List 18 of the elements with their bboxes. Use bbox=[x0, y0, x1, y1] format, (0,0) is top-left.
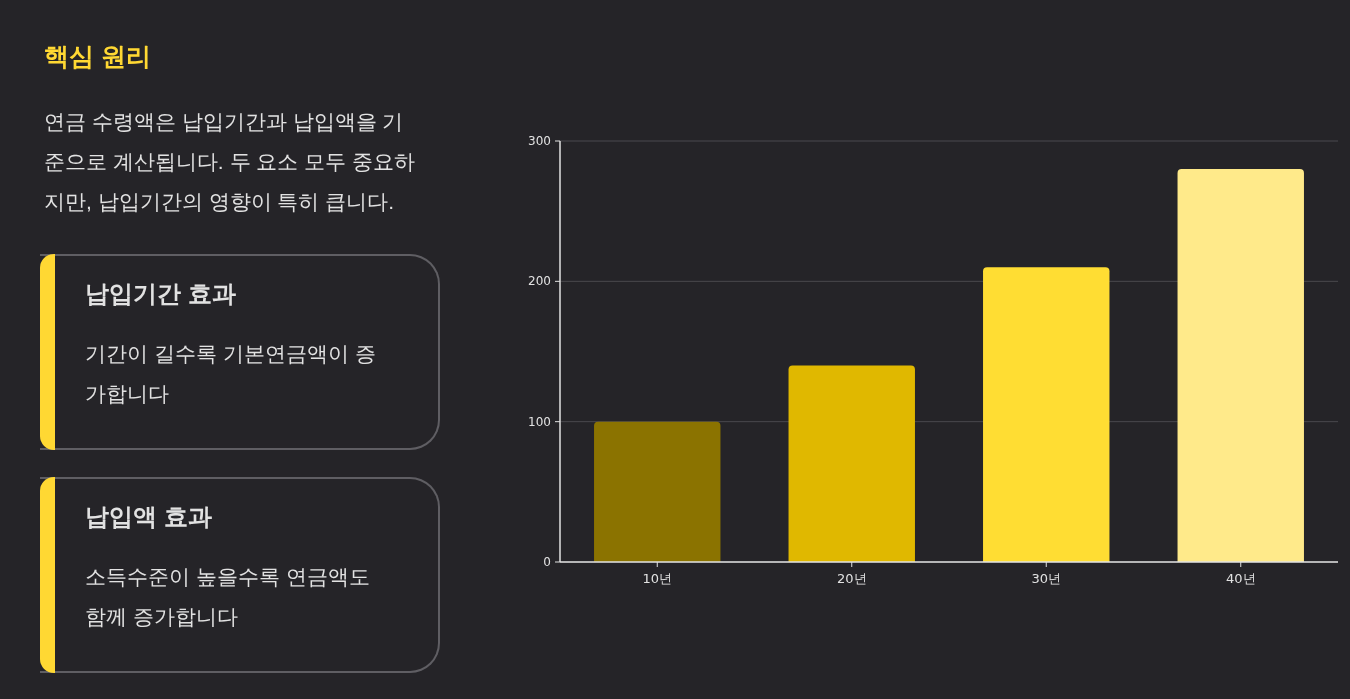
y-tick-label: 300 bbox=[528, 134, 551, 148]
text: 납입액 효과 bbox=[85, 502, 212, 532]
y-tick-label: 0 bbox=[543, 555, 551, 569]
x-tick-label: 20년 bbox=[836, 571, 867, 586]
text: 기간이 길수록 기본연금액이 증가합니다 bbox=[85, 341, 377, 407]
text: 소득수준이 높을수록 연금액도 함께 증가합니다 bbox=[85, 564, 371, 630]
text: 납입기간 효과 bbox=[85, 279, 236, 309]
x-tick-label: 10년 bbox=[642, 571, 673, 586]
x-tick-label: 30년 bbox=[1031, 571, 1062, 586]
bar bbox=[788, 365, 915, 562]
text: 연금 수령액은 납입기간과 납입액을 기준으로 계산됩니다. 두 요소 모두 중요하지만, 납입기간의 영향이 특히 큽니다. bbox=[44, 109, 416, 215]
bar bbox=[594, 421, 721, 562]
bar bbox=[1177, 169, 1304, 562]
y-tick-label: 200 bbox=[528, 274, 551, 289]
y-tick-label: 100 bbox=[528, 414, 551, 429]
bar bbox=[983, 267, 1110, 562]
x-tick-label: 40년 bbox=[1225, 571, 1256, 586]
text: 핵심 원리 bbox=[44, 41, 152, 72]
